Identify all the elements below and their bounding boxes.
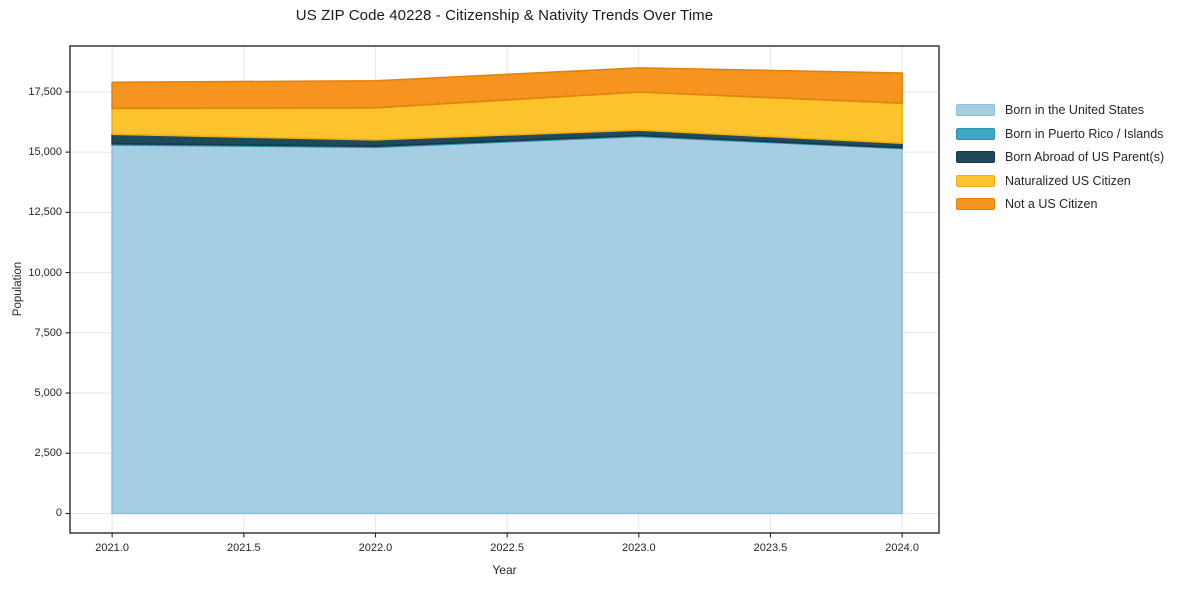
y-tick-label: 7,500 xyxy=(34,326,62,339)
legend-label: Born in Puerto Rico / Islands xyxy=(1005,126,1164,141)
x-tick-label: 2023.0 xyxy=(621,542,656,554)
x-tick-label: 2021.5 xyxy=(226,542,261,554)
legend-swatch-icon xyxy=(956,151,995,163)
legend-swatch-icon xyxy=(956,198,995,210)
y-tick-label: 15,000 xyxy=(28,146,62,159)
legend-item: Born Abroad of US Parent(s) xyxy=(956,150,1164,164)
legend-item: Born in Puerto Rico / Islands xyxy=(956,127,1164,141)
x-tick-label: 2023.5 xyxy=(753,542,788,554)
legend-label: Born Abroad of US Parent(s) xyxy=(1005,150,1165,164)
legend: Born in the United States Born in Puerto … xyxy=(956,103,1164,221)
x-axis-label: Year xyxy=(492,563,517,577)
y-tick-label: 12,500 xyxy=(28,206,62,219)
legend-item: Not a US Citizen xyxy=(956,197,1164,211)
plot-frame xyxy=(69,45,940,534)
x-tick-label: 2022.5 xyxy=(490,542,524,554)
legend-item: Born in the United States xyxy=(956,103,1164,117)
legend-swatch-icon xyxy=(956,174,995,187)
legend-label: Born in the United States xyxy=(1005,103,1144,117)
legend-item: Naturalized US Citizen xyxy=(956,174,1164,188)
y-tick-label: 2,500 xyxy=(34,447,62,460)
area-series xyxy=(111,135,903,515)
chart-title: US ZIP Code 40228 - Citizenship & Nativi… xyxy=(295,7,714,24)
y-tick-label: 0 xyxy=(55,507,62,520)
y-tick-label: 10,000 xyxy=(28,266,62,279)
legend-label: Not a US Citizen xyxy=(1005,197,1098,211)
y-tick-label: 5,000 xyxy=(34,387,62,400)
legend-label: Naturalized US Citizen xyxy=(1005,173,1131,188)
area-series xyxy=(111,67,903,110)
x-tick-label: 2024.0 xyxy=(885,542,919,554)
x-tick-label: 2022.0 xyxy=(358,542,393,554)
x-tick-label: 2021.0 xyxy=(95,542,129,554)
y-tick-label: 17,500 xyxy=(28,85,62,98)
legend-swatch-icon xyxy=(956,104,995,116)
legend-swatch-icon xyxy=(956,127,995,140)
